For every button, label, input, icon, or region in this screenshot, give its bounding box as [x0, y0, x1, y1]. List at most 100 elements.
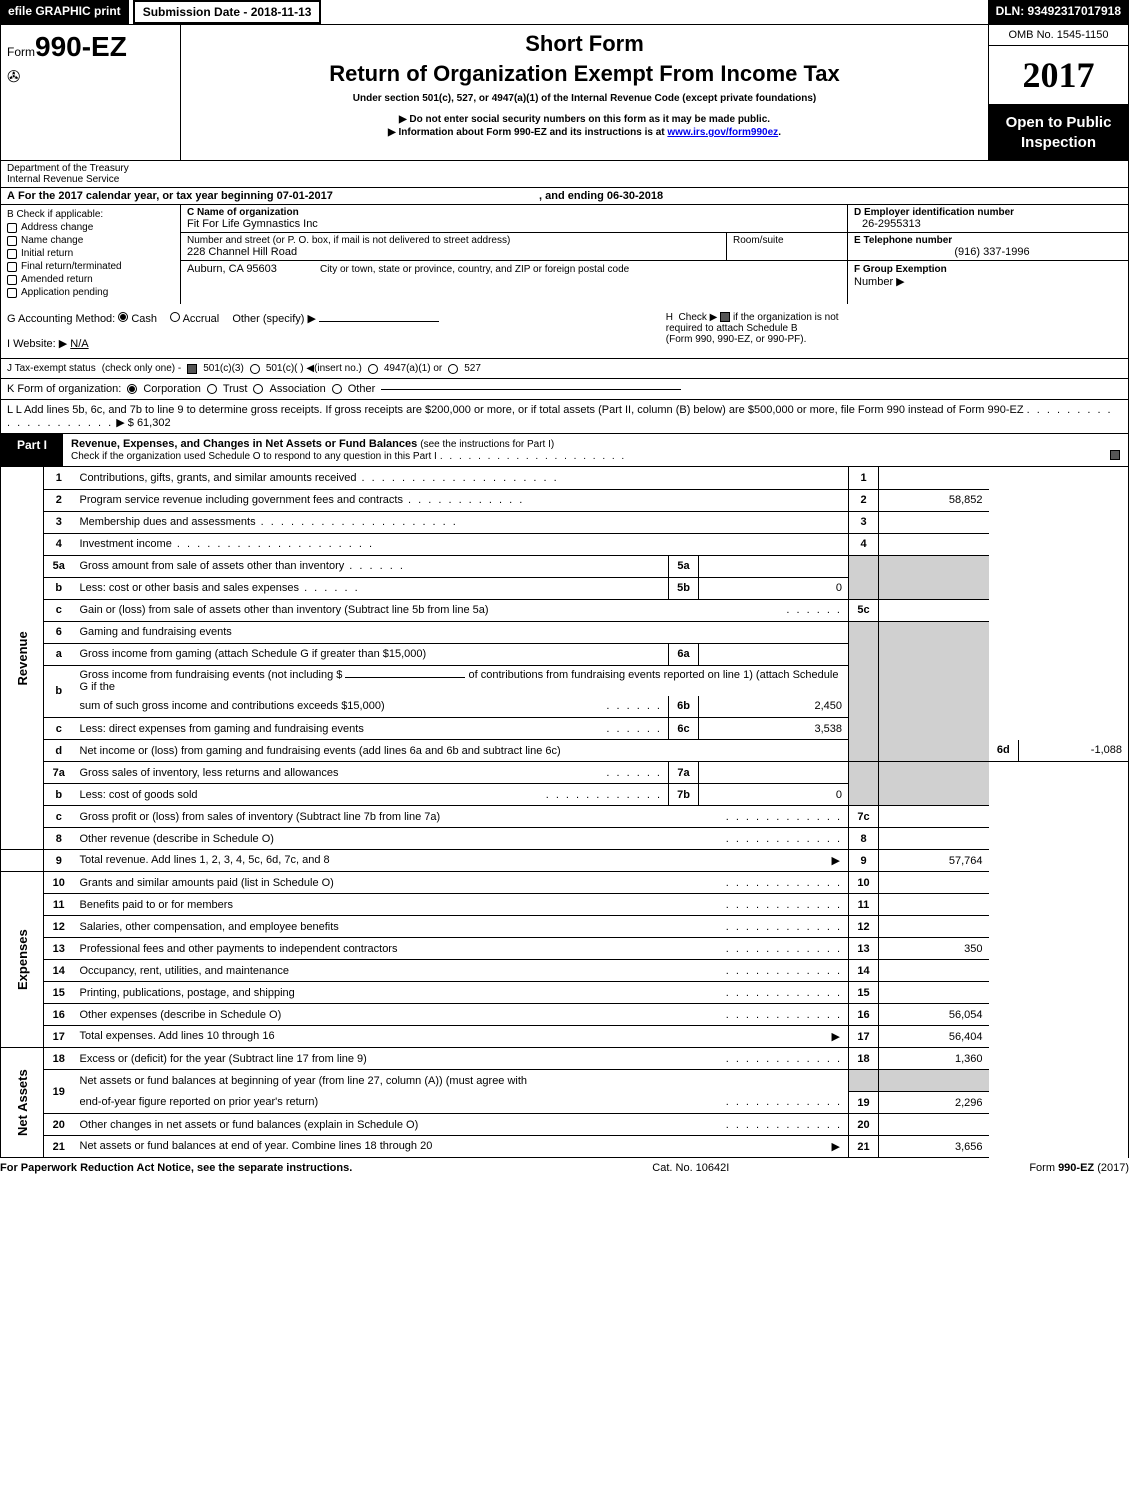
line-desc: Less: direct expenses from gaming and fu…: [74, 718, 669, 740]
desc-text: Professional fees and other payments to …: [80, 943, 398, 955]
line-desc: Gross sales of inventory, less returns a…: [74, 762, 669, 784]
table-row: 13 Professional fees and other payments …: [1, 938, 1129, 960]
checkbox-address-change[interactable]: Address change: [7, 222, 174, 233]
radio-4947[interactable]: [368, 364, 378, 374]
section-d: D Employer identification number 26-2955…: [848, 205, 1128, 233]
footer-right-bold: 990-EZ: [1058, 1162, 1094, 1174]
radio-501c[interactable]: [250, 364, 260, 374]
line-num: c: [44, 806, 74, 828]
cash-label: Cash: [131, 313, 157, 325]
address-left: Number and street (or P. O. box, if mail…: [181, 233, 727, 260]
j-sub: (check only one) -: [102, 363, 181, 374]
checkbox-h[interactable]: [720, 312, 730, 322]
line-desc: Other changes in net assets or fund bala…: [74, 1114, 849, 1136]
right-val: 56,404: [879, 1026, 989, 1048]
gray-cell: [849, 762, 879, 806]
checkbox-501c3[interactable]: [187, 364, 197, 374]
dept-line1: Department of the Treasury: [7, 163, 175, 174]
table-row: c Gross profit or (loss) from sales of i…: [1, 806, 1129, 828]
under-section-text: Under section 501(c), 527, or 4947(a)(1)…: [193, 93, 976, 104]
line-desc: Total revenue. Add lines 1, 2, 3, 4, 5c,…: [74, 850, 849, 872]
line-num: 19: [44, 1070, 74, 1114]
part-i-check-text: Check if the organization used Schedule …: [71, 451, 437, 462]
section-g: G Accounting Method: Cash Accrual Other …: [7, 312, 646, 350]
mid-num: 6b: [669, 696, 699, 718]
info-grid: B Check if applicable: Address change Na…: [0, 205, 1129, 304]
line-desc: Net assets or fund balances at beginning…: [74, 1070, 849, 1092]
cb-label: Initial return: [21, 248, 73, 259]
table-row: 20 Other changes in net assets or fund b…: [1, 1114, 1129, 1136]
line-num: 8: [44, 828, 74, 850]
right-val: [879, 467, 989, 489]
radio-trust[interactable]: [207, 384, 217, 394]
street-address: 228 Channel Hill Road: [187, 246, 720, 258]
desc-text: Excess or (deficit) for the year (Subtra…: [80, 1053, 367, 1065]
line-desc: Gaming and fundraising events: [74, 621, 849, 643]
cb-label: Name change: [21, 235, 83, 246]
mid-val: 3,538: [699, 718, 849, 740]
line-desc: Professional fees and other payments to …: [74, 938, 849, 960]
right-val: [879, 533, 989, 555]
gray-cell: [849, 621, 879, 762]
desc-text: Total expenses.: [80, 1030, 159, 1042]
checkbox-schedule-o[interactable]: [1110, 450, 1120, 460]
line-num: 4: [44, 533, 74, 555]
footer-center: Cat. No. 10642I: [652, 1162, 729, 1174]
line-desc: Investment income: [74, 533, 849, 555]
cb-label: Application pending: [21, 287, 108, 298]
radio-accrual[interactable]: [170, 312, 180, 322]
right-num: 15: [849, 982, 879, 1004]
line-desc: Grants and similar amounts paid (list in…: [74, 872, 849, 894]
radio-cash[interactable]: [118, 312, 128, 322]
label-a: A: [7, 190, 15, 202]
h-text2: if the organization is: [733, 312, 822, 323]
checkbox-final-return[interactable]: Final return/terminated: [7, 261, 174, 272]
header-right: OMB No. 1545-1150 2017 Open to Public In…: [988, 25, 1128, 160]
line-desc: sum of such gross income and contributio…: [74, 696, 669, 718]
form-prefix: Form: [7, 45, 35, 59]
radio-527[interactable]: [448, 364, 458, 374]
mid-num: 5a: [669, 555, 699, 577]
desc-text: Gain or (loss) from sale of assets other…: [80, 604, 489, 616]
right-num: 20: [849, 1114, 879, 1136]
right-val: 2,296: [879, 1092, 989, 1114]
table-row: 16 Other expenses (describe in Schedule …: [1, 1004, 1129, 1026]
line-desc: Printing, publications, postage, and shi…: [74, 982, 849, 1004]
k-trust: Trust: [223, 383, 248, 395]
label-d: D Employer identification number: [854, 207, 1122, 218]
efile-print-label: efile GRAPHIC print: [0, 0, 129, 24]
checkbox-icon: [7, 262, 17, 272]
table-row: 21 Net assets or fund balances at end of…: [1, 1136, 1129, 1158]
org-name-row: C Name of organization Fit For Life Gymn…: [181, 205, 847, 233]
label-c: C Name of organization: [187, 207, 841, 218]
tax-year: 2017: [989, 46, 1128, 105]
checkbox-initial-return[interactable]: Initial return: [7, 248, 174, 259]
checkbox-name-change[interactable]: Name change: [7, 235, 174, 246]
checkbox-amended-return[interactable]: Amended return: [7, 274, 174, 285]
radio-corporation[interactable]: [127, 384, 137, 394]
irs-link[interactable]: www.irs.gov/form990ez: [667, 127, 778, 138]
label-i: I Website: ▶: [7, 338, 67, 350]
checkbox-application-pending[interactable]: Application pending: [7, 287, 174, 298]
right-val: [879, 982, 989, 1004]
table-row: 4 Investment income 4: [1, 533, 1129, 555]
mid-num: 7a: [669, 762, 699, 784]
right-val: -1,088: [1019, 740, 1129, 762]
footer-right: Form 990-EZ (2017): [1029, 1162, 1129, 1174]
line-desc: Total expenses. Add lines 10 through 16: [74, 1026, 849, 1048]
table-row: Revenue 1 Contributions, gifts, grants, …: [1, 467, 1129, 489]
right-num: 9: [849, 850, 879, 872]
table-row: 6 Gaming and fundraising events: [1, 621, 1129, 643]
table-row: 3 Membership dues and assessments 3: [1, 511, 1129, 533]
line-desc: Gross profit or (loss) from sales of inv…: [74, 806, 849, 828]
gray-cell: [879, 555, 989, 599]
org-name: Fit For Life Gymnastics Inc: [187, 218, 841, 230]
right-num: 3: [849, 511, 879, 533]
radio-association[interactable]: [253, 384, 263, 394]
table-row: 2 Program service revenue including gove…: [1, 489, 1129, 511]
desc-text: Grants and similar amounts paid (list in…: [80, 877, 334, 889]
radio-other[interactable]: [332, 384, 342, 394]
j-opt4: 527: [464, 363, 481, 374]
line-num: 11: [44, 894, 74, 916]
right-val: [879, 916, 989, 938]
